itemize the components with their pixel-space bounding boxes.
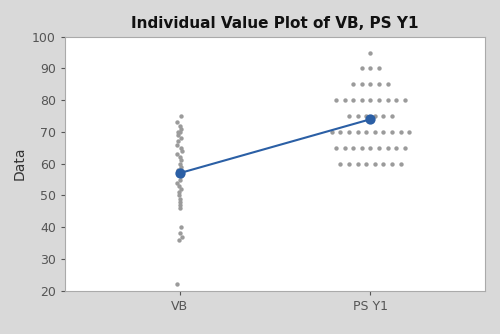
- Point: [388, 129, 396, 135]
- Point: [358, 98, 366, 103]
- Point: [405, 129, 413, 135]
- Point: [366, 117, 374, 122]
- Point: [177, 113, 185, 119]
- Point: [176, 129, 184, 135]
- Point: [388, 161, 396, 166]
- Point: [375, 81, 383, 87]
- Point: [362, 113, 370, 119]
- Point: [176, 196, 184, 201]
- Point: [354, 161, 362, 166]
- Point: [178, 148, 186, 154]
- Point: [336, 161, 344, 166]
- Point: [401, 98, 409, 103]
- Point: [173, 120, 181, 125]
- Point: [384, 145, 392, 150]
- Point: [332, 145, 340, 150]
- Point: [340, 98, 348, 103]
- Point: [178, 170, 186, 176]
- Point: [384, 81, 392, 87]
- Point: [380, 129, 388, 135]
- Point: [371, 161, 379, 166]
- Point: [350, 98, 358, 103]
- Point: [176, 205, 184, 211]
- Point: [371, 113, 379, 119]
- Point: [176, 145, 184, 150]
- Point: [176, 161, 184, 166]
- Point: [175, 183, 183, 188]
- Point: [345, 129, 353, 135]
- Point: [336, 129, 344, 135]
- Point: [176, 199, 184, 204]
- Title: Individual Value Plot of VB, PS Y1: Individual Value Plot of VB, PS Y1: [131, 16, 419, 31]
- Point: [396, 161, 404, 166]
- Point: [396, 129, 404, 135]
- Point: [176, 202, 184, 207]
- Point: [178, 224, 186, 230]
- Point: [358, 66, 366, 71]
- Point: [176, 155, 184, 160]
- Point: [358, 81, 366, 87]
- Point: [366, 98, 374, 103]
- Point: [366, 81, 374, 87]
- Point: [375, 145, 383, 150]
- Point: [384, 98, 392, 103]
- Point: [350, 145, 358, 150]
- Point: [401, 145, 409, 150]
- Point: [366, 50, 374, 55]
- Point: [375, 98, 383, 103]
- Point: [178, 234, 186, 239]
- Point: [350, 81, 358, 87]
- Point: [354, 113, 362, 119]
- Y-axis label: Data: Data: [12, 147, 26, 180]
- Point: [340, 145, 348, 150]
- Point: [177, 164, 185, 169]
- Point: [176, 177, 184, 182]
- Point: [345, 161, 353, 166]
- Point: [362, 161, 370, 166]
- Point: [392, 98, 400, 103]
- Point: [366, 66, 374, 71]
- Point: [173, 282, 181, 287]
- Point: [174, 237, 182, 242]
- Point: [176, 170, 184, 176]
- Point: [175, 189, 183, 195]
- Point: [354, 129, 362, 135]
- Point: [388, 113, 396, 119]
- Point: [380, 161, 388, 166]
- Point: [375, 66, 383, 71]
- Point: [177, 174, 185, 179]
- Point: [177, 136, 185, 141]
- Point: [178, 158, 186, 163]
- Point: [174, 129, 182, 135]
- Point: [358, 145, 366, 150]
- Point: [177, 126, 185, 131]
- Point: [371, 129, 379, 135]
- Point: [392, 145, 400, 150]
- Point: [345, 113, 353, 119]
- Point: [174, 132, 182, 138]
- Point: [366, 145, 374, 150]
- Point: [362, 129, 370, 135]
- Point: [176, 123, 184, 128]
- Point: [176, 186, 184, 192]
- Point: [380, 113, 388, 119]
- Point: [174, 180, 182, 185]
- Point: [174, 167, 182, 173]
- Point: [176, 231, 184, 236]
- Point: [175, 193, 183, 198]
- Point: [174, 139, 182, 144]
- Point: [328, 129, 336, 135]
- Point: [172, 151, 180, 157]
- Point: [332, 98, 340, 103]
- Point: [173, 142, 181, 147]
